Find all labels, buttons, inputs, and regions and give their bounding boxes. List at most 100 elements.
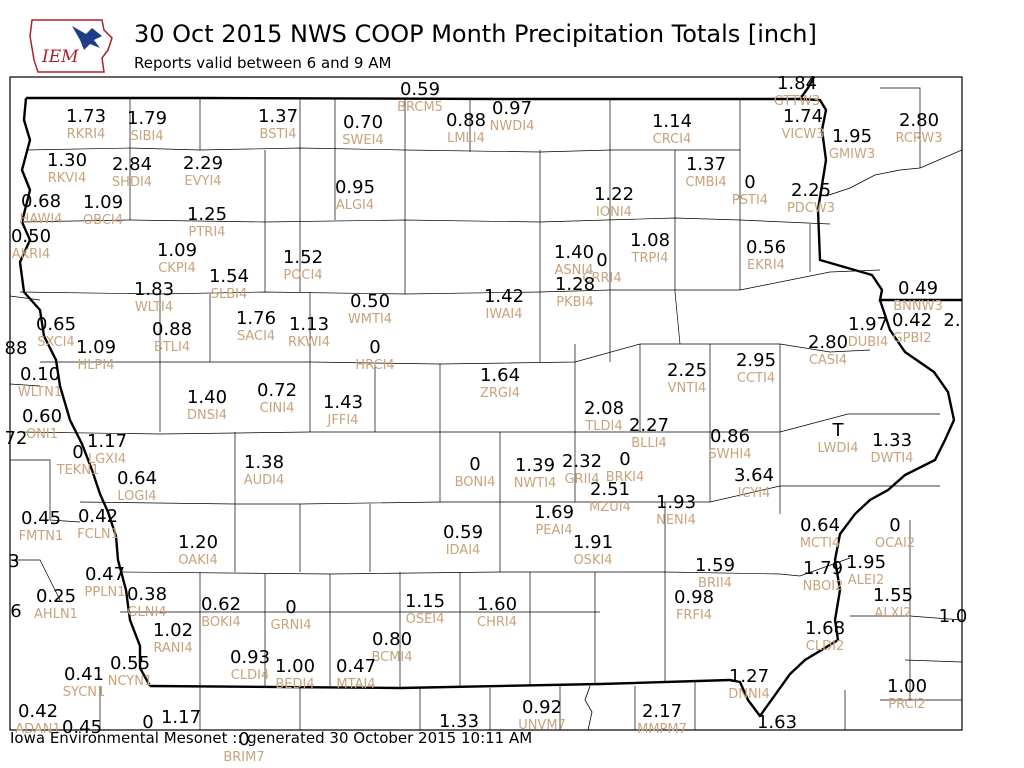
station-id: ONI1 — [26, 427, 58, 442]
precip-value: 2.08 — [584, 398, 624, 419]
precip-value: 0.88 — [446, 110, 486, 131]
precip-value: 2.25 — [667, 360, 707, 381]
precip-value: 2.80 — [899, 110, 939, 131]
station-id: BCMI4 — [371, 650, 412, 665]
precip-value: 0 — [619, 449, 630, 470]
station-id: IDAI4 — [446, 543, 481, 558]
precip-value: 1.13 — [289, 314, 329, 335]
station-id: BNNW3 — [893, 299, 943, 314]
station-id: MTAI4 — [336, 677, 375, 692]
map-title: 30 Oct 2015 NWS COOP Month Precipitation… — [134, 20, 817, 48]
map-frame — [9, 76, 963, 731]
station-id: BONI4 — [455, 475, 496, 490]
iem-logo: IEM — [29, 19, 113, 73]
precip-value: 0.64 — [800, 515, 840, 536]
precip-value: 3 — [8, 551, 19, 572]
station-id: AHLN1 — [34, 607, 78, 622]
station-id: MMPM7 — [637, 722, 687, 737]
station-id: NBOI2 — [803, 579, 844, 594]
station-id: OBCI4 — [83, 213, 123, 228]
station-id: OSKI4 — [573, 553, 612, 568]
station-labels: 0.59BRCM51.84GTTW31.73RKRI41.79SIBI41.37… — [5, 73, 968, 765]
precip-value: 1.17 — [87, 431, 127, 452]
station-id: AUDI4 — [244, 473, 285, 488]
satellite-icon — [72, 26, 102, 50]
station-id: SWHI4 — [709, 447, 752, 462]
station-id: RCRW3 — [895, 131, 942, 146]
county-lines — [10, 87, 962, 730]
station-id: HLPI4 — [78, 358, 115, 373]
station-label: 2. — [943, 310, 960, 331]
station-id: BTLI4 — [154, 340, 190, 355]
station-id: IONI4 — [596, 205, 632, 220]
station-id: CLDI4 — [231, 668, 269, 683]
precip-value: 0.42 — [78, 506, 118, 527]
station-id: VNTI4 — [668, 381, 707, 396]
station-id: LMLI4 — [447, 131, 485, 146]
precip-value: 0.86 — [710, 426, 750, 447]
precip-value: 0 — [889, 515, 900, 536]
precip-value: 1.09 — [76, 337, 116, 358]
station-id: CLDI2 — [806, 639, 844, 654]
precip-value: 1.00 — [887, 676, 927, 697]
precip-value: 1.38 — [244, 452, 284, 473]
precip-value: 1.93 — [656, 492, 696, 513]
precip-value: 1.37 — [258, 106, 298, 127]
precip-value: 0.56 — [746, 237, 786, 258]
station-id: SWEI4 — [342, 133, 383, 148]
station-id: CRRI4 — [582, 271, 621, 286]
state-border-east — [759, 299, 956, 717]
station-id: DWTI4 — [871, 451, 914, 466]
precip-value: 1.76 — [236, 308, 276, 329]
precip-value: 1.09 — [157, 240, 197, 261]
station-id: ADAN1 — [15, 722, 61, 737]
station-label: 0.45 — [62, 717, 102, 738]
station-id: RKRI4 — [67, 127, 106, 142]
precip-value: 1.79 — [127, 108, 167, 129]
river-line-south — [584, 685, 593, 730]
station-id: SIBI4 — [130, 129, 163, 144]
station-id: ASNI4 — [555, 263, 594, 278]
station-id: SHDI4 — [112, 175, 152, 190]
station-id: LWDI4 — [817, 441, 858, 456]
precip-value: 1.43 — [323, 392, 363, 413]
precip-value: 1.00 — [275, 656, 315, 677]
precip-value: 1.15 — [405, 591, 445, 612]
station-label: 1.33 — [439, 711, 479, 732]
station-id: PKBI4 — [556, 295, 593, 310]
precip-value: 0 — [142, 712, 153, 733]
station-id: PSTI4 — [732, 193, 768, 208]
station-label: 0 — [142, 712, 153, 733]
precip-value: 1.33 — [872, 430, 912, 451]
station-id: GLNI4 — [127, 605, 166, 620]
